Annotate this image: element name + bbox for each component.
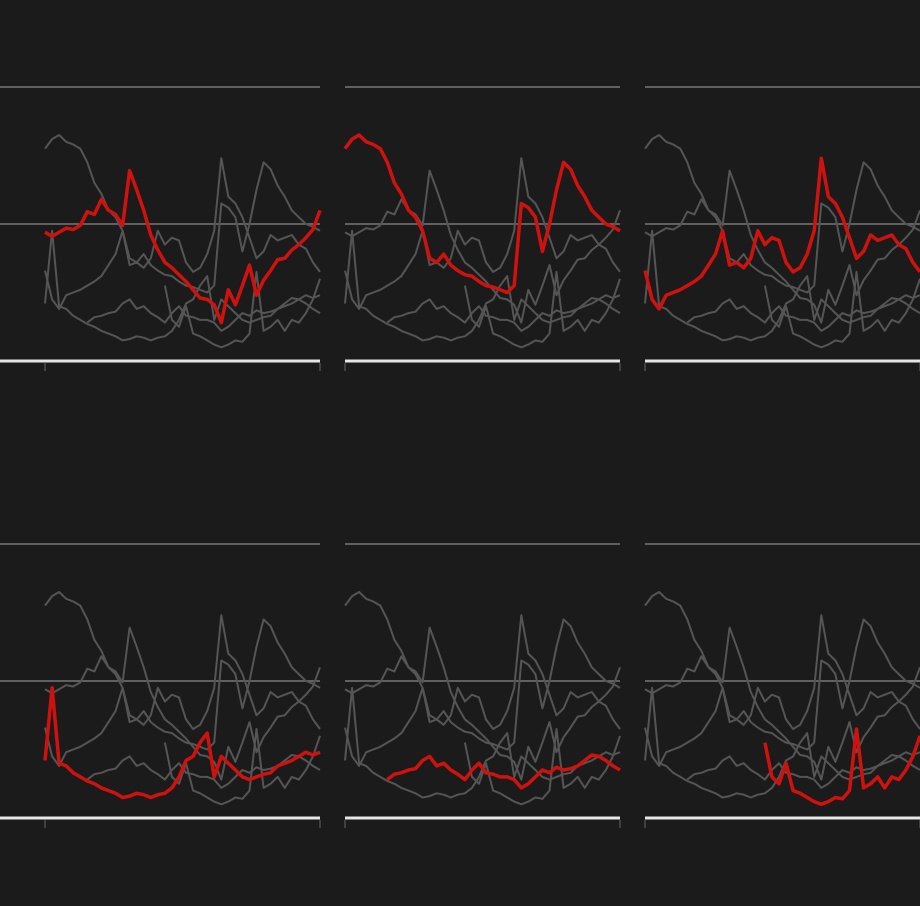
highlight-line xyxy=(343,133,621,295)
context-line xyxy=(763,270,920,349)
context-line xyxy=(44,626,321,781)
context-line xyxy=(463,728,621,806)
context-line xyxy=(344,169,621,324)
context-line xyxy=(344,614,621,767)
context-line xyxy=(644,626,920,781)
context-line xyxy=(644,134,920,294)
context-line xyxy=(44,134,321,294)
context-line xyxy=(386,297,621,332)
context-line xyxy=(644,169,920,324)
highlight-line xyxy=(43,686,321,800)
context-line xyxy=(344,157,621,310)
context-line xyxy=(463,270,621,349)
highlight-line xyxy=(763,727,920,807)
context-line xyxy=(344,591,621,751)
context-line xyxy=(44,157,321,310)
context-line xyxy=(686,297,920,332)
context-line xyxy=(163,728,321,806)
context-line xyxy=(686,754,920,789)
context-line xyxy=(44,591,321,751)
highlight-line xyxy=(643,156,920,311)
context-line xyxy=(344,626,621,781)
highlight-line xyxy=(44,168,322,325)
context-line xyxy=(644,614,920,767)
context-line xyxy=(163,270,321,349)
context-line xyxy=(644,591,920,751)
context-line xyxy=(86,297,321,332)
context-line xyxy=(86,754,321,789)
context-line xyxy=(44,614,321,767)
highlight-line xyxy=(386,753,621,790)
